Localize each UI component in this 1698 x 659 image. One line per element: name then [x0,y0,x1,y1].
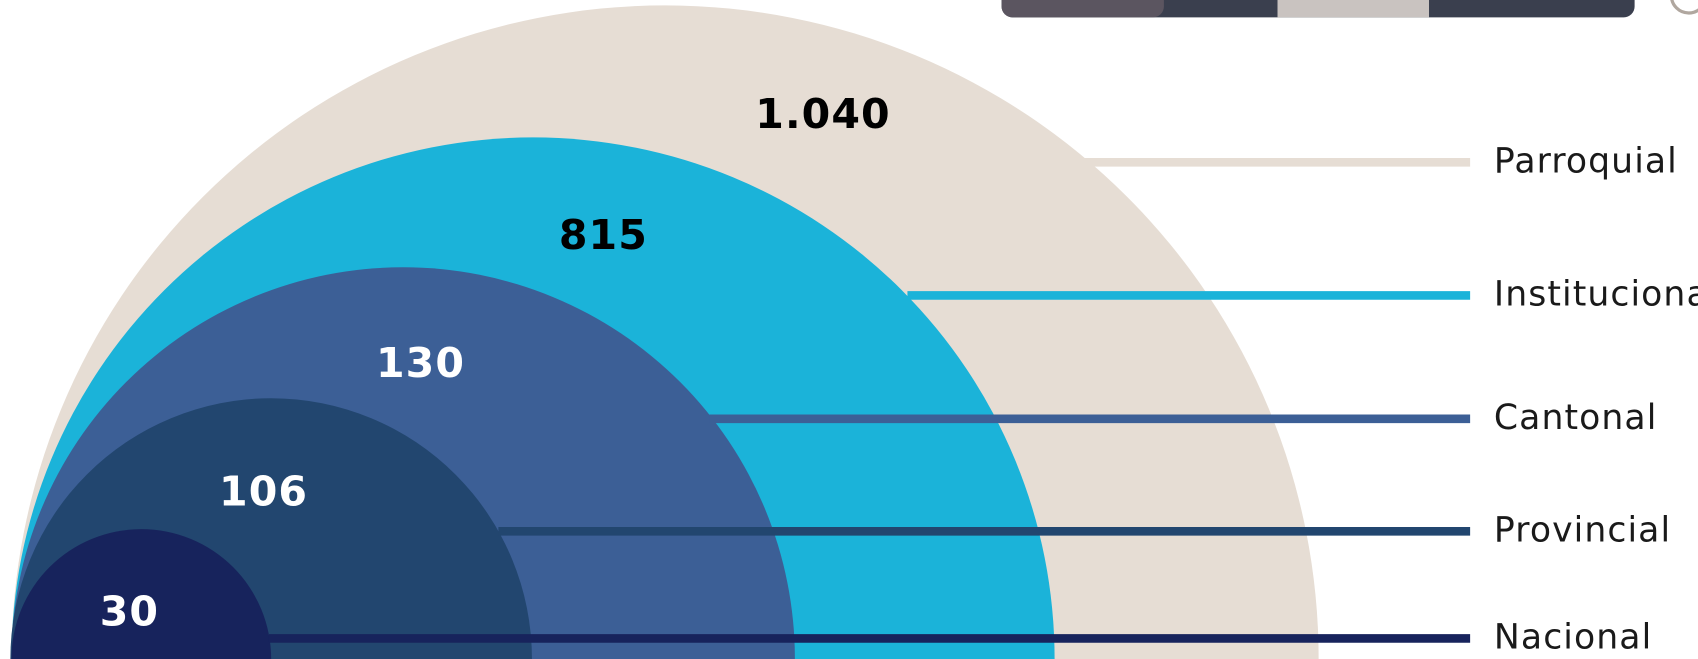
ring-label: Cantonal [1494,398,1657,438]
ring-label: Parroquial [1494,141,1678,181]
ring-value: 106 [219,468,308,516]
ring-label: Nacional [1494,617,1652,657]
photo-detail [1277,0,1430,18]
ring-value: 815 [559,211,648,259]
decoration [1670,0,1698,15]
ring [11,529,272,659]
ring-label: Institucional [1494,274,1698,314]
photo-detail [1001,0,1164,18]
ring-value: 130 [376,339,465,387]
ring-value: 30 [100,588,159,636]
ring-value: 1.040 [755,90,890,138]
ring-label: Provincial [1494,510,1671,550]
rings: Parroquial 1.040 Institucional 815 Cantonal 1… [10,5,1698,659]
